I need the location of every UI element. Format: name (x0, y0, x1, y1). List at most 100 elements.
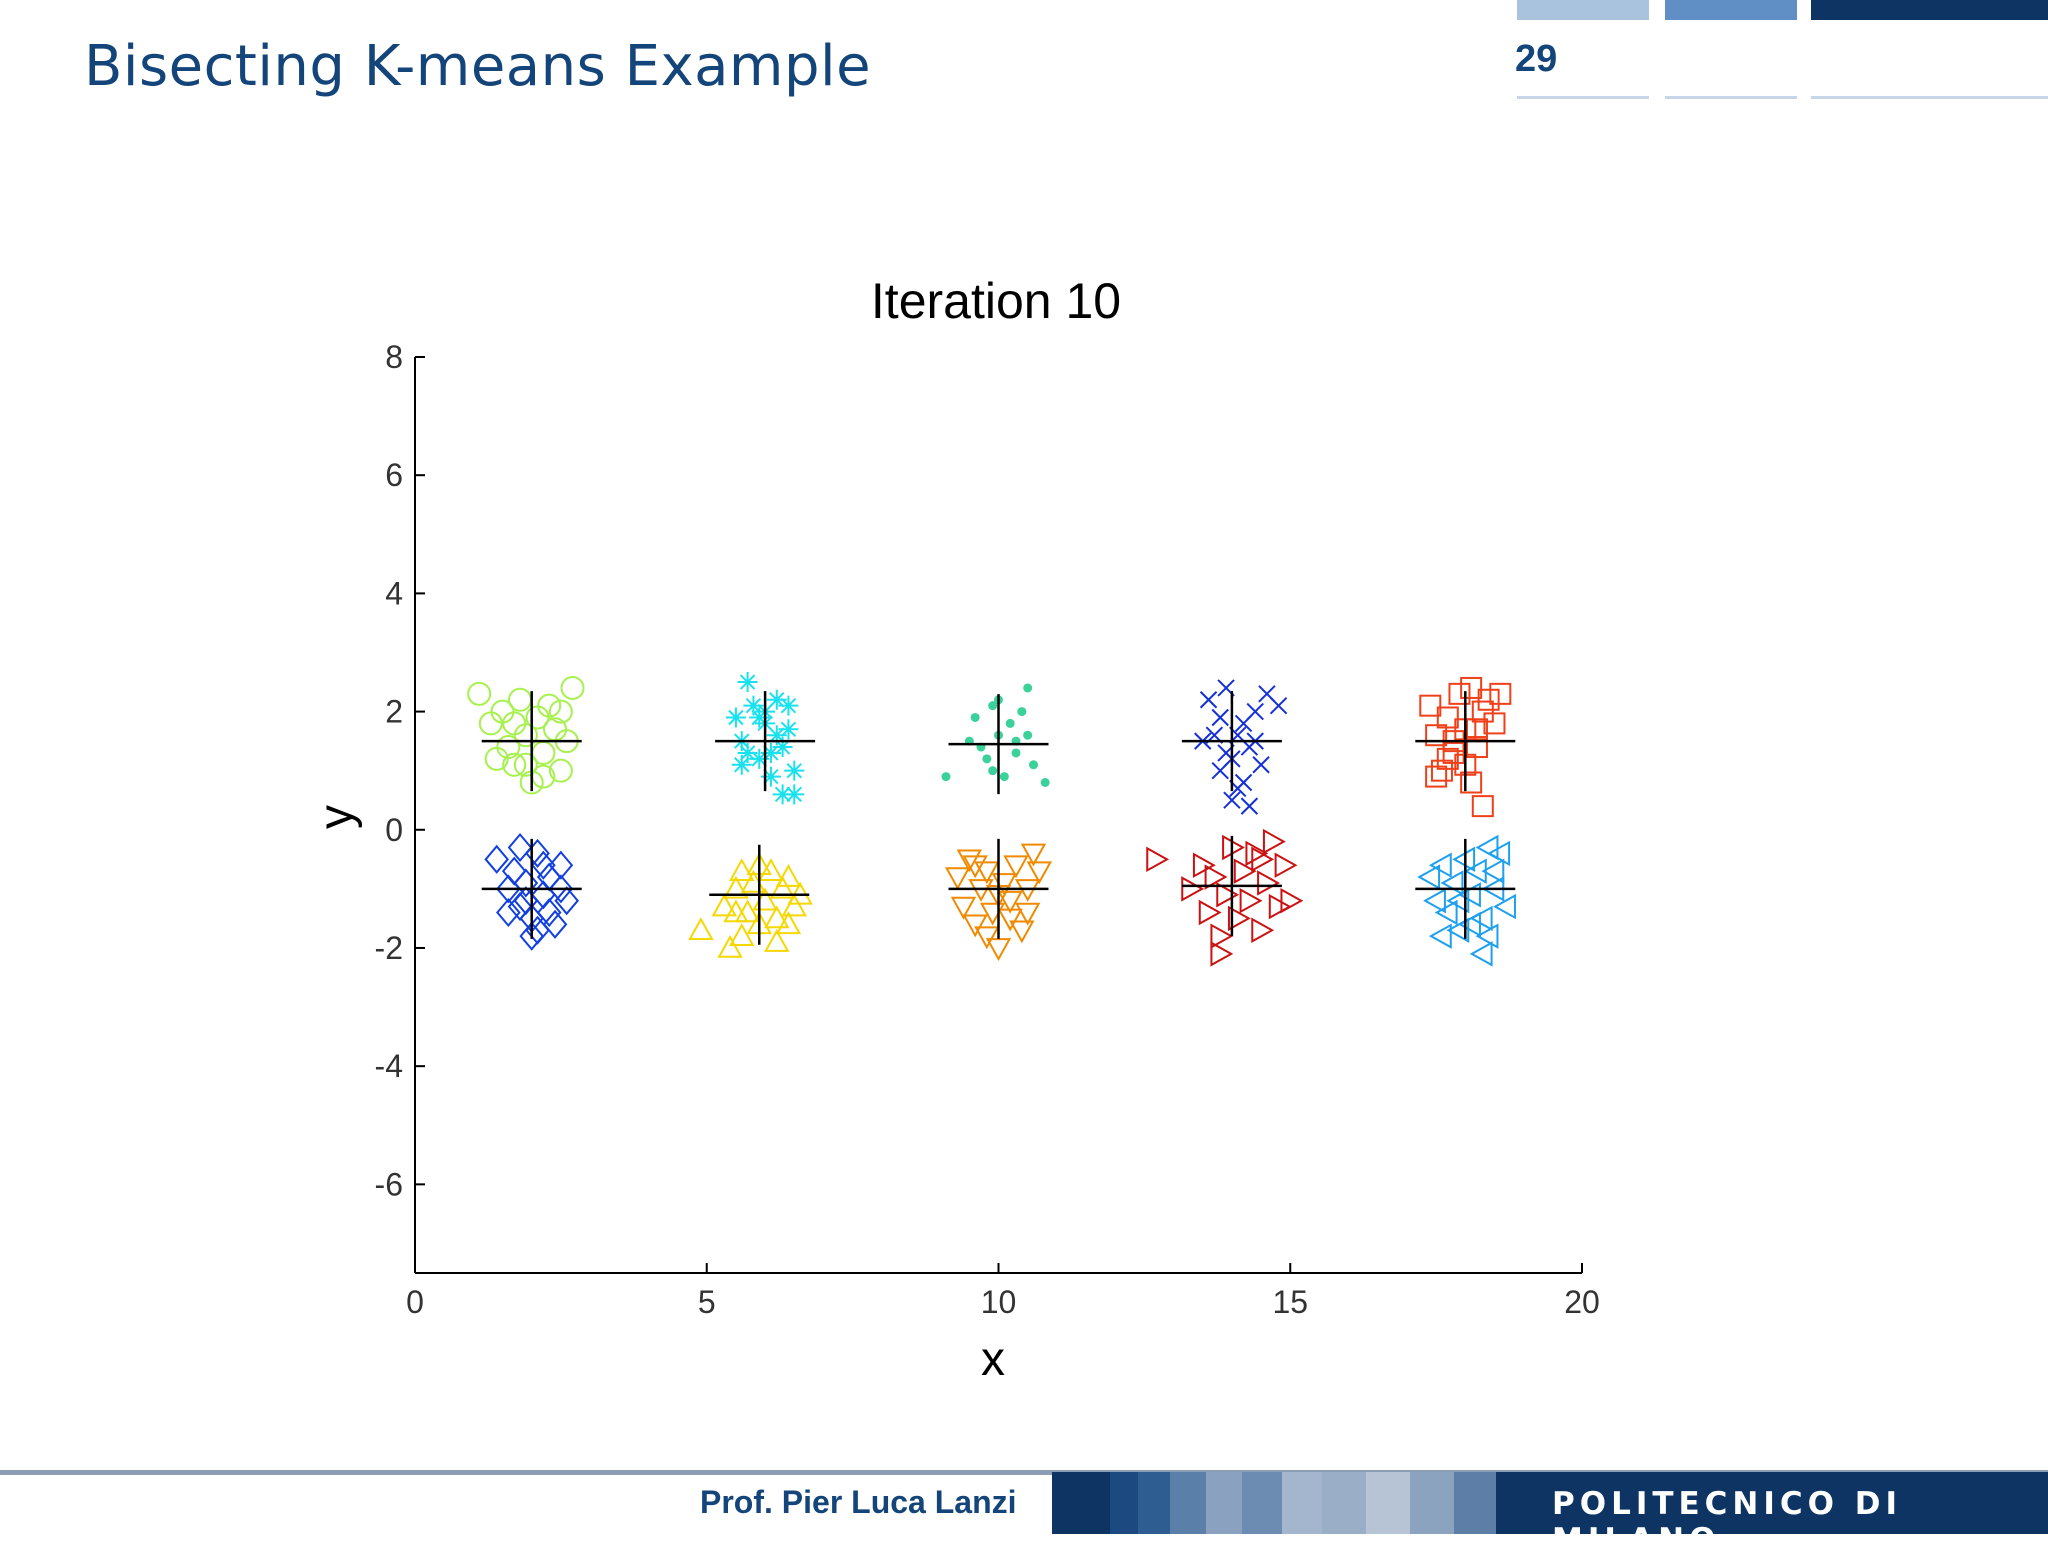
data-point (501, 856, 527, 886)
x-tick-label: 0 (406, 1284, 424, 1320)
data-point (769, 875, 796, 899)
data-point (502, 711, 527, 736)
data-point (1423, 887, 1446, 914)
data-point (1446, 887, 1470, 914)
y-tick-label: 8 (385, 339, 403, 375)
data-point (997, 890, 1023, 914)
data-point (985, 938, 1012, 962)
data-point (974, 926, 1000, 950)
data-points (467, 672, 1516, 967)
data-point (1210, 923, 1234, 949)
data-point (502, 752, 527, 777)
data-point (1262, 828, 1286, 855)
data-point (1417, 864, 1441, 890)
data-point (944, 867, 971, 891)
data-point (711, 893, 737, 917)
data-point (775, 911, 802, 935)
data-point (941, 772, 951, 782)
y-tick-label: 6 (385, 457, 403, 493)
centroid-cross (948, 694, 1049, 795)
data-point (1014, 902, 1041, 926)
data-point (1239, 887, 1263, 914)
centroid-cross (1181, 691, 1282, 792)
x-tick-label: 15 (1272, 1284, 1308, 1320)
data-point (531, 850, 556, 880)
data-point (970, 712, 980, 722)
data-point (1460, 676, 1483, 699)
data-point (737, 742, 758, 763)
y-tick-label: -4 (375, 1048, 403, 1084)
data-point (1023, 683, 1033, 693)
centroid-cross (1415, 838, 1516, 939)
data-point (1240, 797, 1259, 815)
data-point (723, 899, 749, 923)
data-point (1227, 905, 1251, 932)
data-point (537, 693, 562, 718)
data-point (764, 905, 790, 929)
data-point (519, 921, 545, 951)
data-point (1448, 682, 1471, 705)
centroid-markers (481, 691, 1516, 945)
data-point (997, 908, 1023, 932)
data-point (1233, 858, 1257, 884)
data-point (766, 689, 787, 710)
data-point (950, 896, 977, 920)
data-point (1471, 700, 1494, 723)
data-point (749, 707, 770, 728)
data-point (974, 861, 1000, 885)
data-point (1223, 791, 1241, 809)
data-point (1211, 708, 1229, 727)
data-point (548, 758, 573, 783)
data-point (1469, 941, 1493, 967)
data-point (1017, 707, 1027, 717)
data-point (775, 863, 802, 887)
data-point (484, 746, 509, 771)
data-point (982, 754, 992, 764)
slide-number: 29 (1515, 38, 1558, 80)
data-point (1192, 852, 1216, 878)
data-point (1005, 718, 1015, 728)
data-point (1465, 718, 1488, 741)
data-point (1146, 846, 1170, 873)
data-point (731, 754, 752, 775)
data-point (688, 917, 714, 941)
data-point (1442, 741, 1465, 764)
data-point (772, 737, 793, 758)
data-point (1434, 899, 1458, 926)
centroid-cross (481, 691, 582, 792)
data-point (1425, 765, 1448, 788)
data-point (1204, 864, 1228, 890)
centroid-cross (948, 838, 1049, 939)
data-point (1469, 905, 1493, 932)
data-point (548, 850, 574, 880)
data-point (1487, 840, 1511, 867)
data-point (1210, 941, 1234, 967)
data-point (1419, 694, 1442, 717)
data-point (467, 681, 492, 706)
data-point (1257, 870, 1280, 896)
data-point (1458, 911, 1481, 938)
data-point (1446, 917, 1470, 943)
data-point (717, 934, 743, 958)
data-point (1216, 882, 1240, 908)
data-point (764, 928, 790, 952)
data-point (772, 784, 793, 805)
data-point (784, 760, 805, 781)
centroid-cross (1415, 691, 1516, 792)
data-point (1252, 756, 1270, 774)
data-point (1251, 846, 1275, 873)
centroid-cross (709, 844, 810, 945)
data-point (536, 897, 562, 928)
data-point (734, 899, 761, 923)
data-point (1460, 771, 1483, 794)
data-point (1246, 702, 1264, 721)
data-point (1251, 917, 1275, 943)
data-point (496, 897, 521, 928)
header-rule-mid (1665, 96, 1797, 99)
data-point (1428, 852, 1452, 878)
data-point (1269, 696, 1288, 715)
data-point (548, 699, 573, 724)
data-point (1481, 858, 1505, 884)
data-point (725, 707, 746, 728)
data-point (1493, 893, 1516, 920)
